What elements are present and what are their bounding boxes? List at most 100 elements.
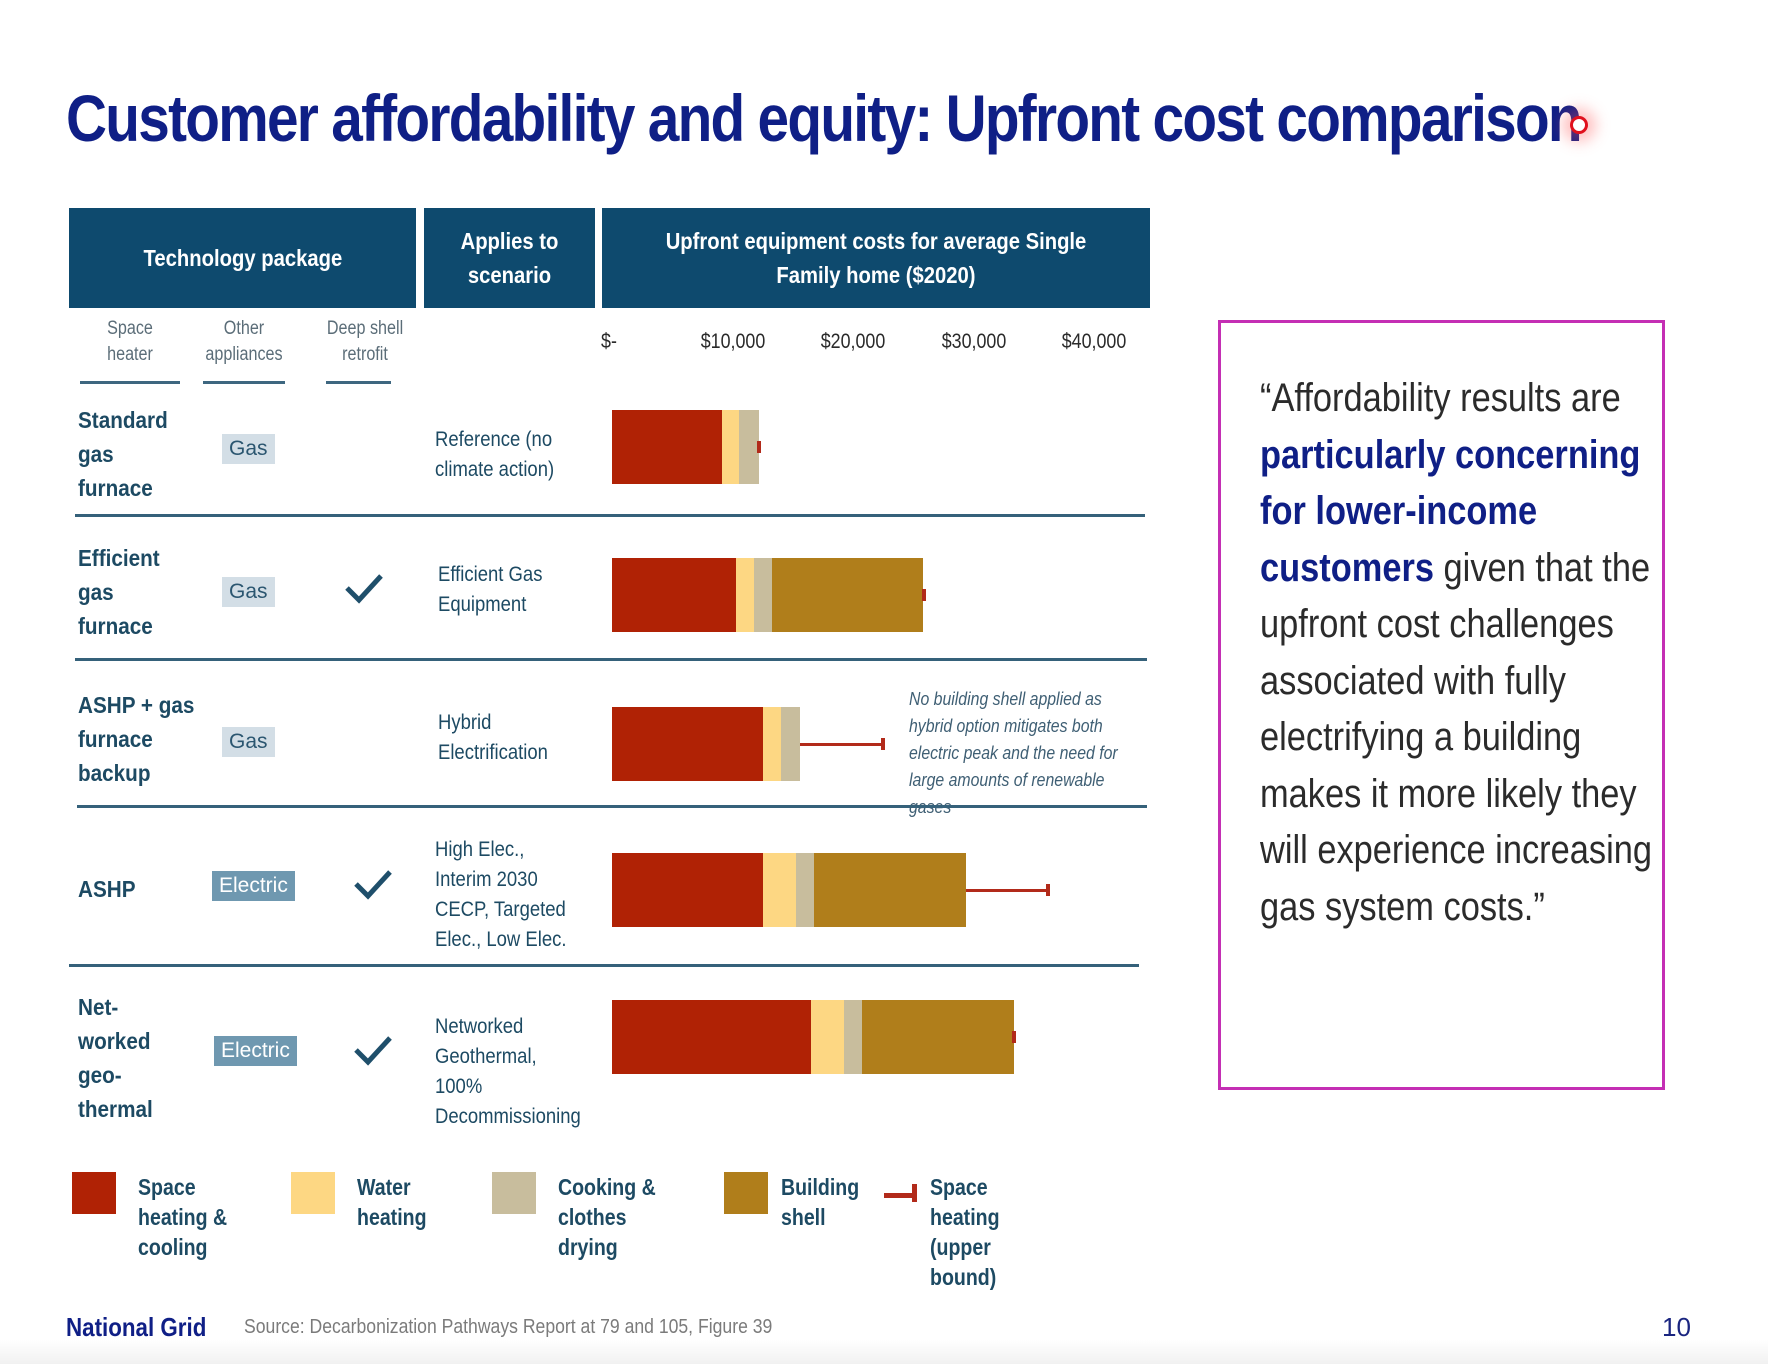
recording-indicator-icon: [1570, 116, 1588, 134]
quote-box: [1218, 320, 1665, 1090]
row-label: Net-worked geo-thermal: [78, 990, 168, 1126]
segment-building-shell: [814, 853, 966, 927]
legend-label: Space heating (upper bound): [930, 1172, 1080, 1292]
upper-bound-marker: [1046, 884, 1050, 896]
quote-text: “Affordability results are particularly …: [1260, 370, 1652, 935]
subheader-space-heater-label: Space heater: [107, 318, 153, 365]
cost-bar: [612, 707, 800, 781]
header-technology-package: Technology package: [69, 208, 416, 308]
hybrid-annotation: No building shell applied as hybrid opti…: [909, 686, 1159, 821]
row-divider: [77, 805, 1147, 808]
scenario-text: Efficient Gas Equipment: [438, 563, 543, 616]
subheader-other-appliances: Other appliances: [198, 316, 290, 368]
legend-label: Water heating: [357, 1172, 457, 1232]
row-label: ASHP + gas furnace backup: [78, 688, 208, 790]
segment-space-heating: [612, 1000, 811, 1074]
cost-bar: [612, 558, 923, 632]
scenario-label: Reference (no climate action): [435, 425, 585, 485]
segment-cooking: [754, 558, 772, 632]
axis-tick: $20,000: [820, 330, 886, 353]
scenario-label: Hybrid Electrification: [438, 708, 578, 768]
axis-tick: $40,000: [1061, 330, 1127, 353]
scenario-label: High Elec., Interim 2030 CECP, Targeted …: [435, 835, 585, 955]
legend-label-text: Building shell: [781, 1174, 860, 1230]
segment-space-heating: [612, 558, 736, 632]
row-label-text: Efficient gas furnace: [78, 545, 160, 639]
source-citation: Source: Decarbonization Pathways Report …: [244, 1316, 844, 1339]
segment-building-shell: [772, 558, 923, 632]
upper-bound-marker: [881, 738, 885, 750]
hybrid-annotation-text: No building shell applied as hybrid opti…: [909, 689, 1118, 817]
subheader-underline: [203, 381, 285, 384]
fuel-badge: Gas: [222, 434, 275, 464]
legend-swatch-building-shell: [724, 1172, 768, 1214]
quote-highlight: particularly concerning for lower-income…: [1260, 432, 1641, 590]
segment-space-heating: [612, 410, 722, 484]
upper-bound-marker: [922, 589, 926, 601]
scenario-text: Hybrid Electrification: [438, 711, 548, 764]
fuel-badge: Electric: [214, 1036, 297, 1066]
legend-label: Space heating & cooling: [138, 1172, 278, 1262]
source-text: Source: Decarbonization Pathways Report …: [244, 1316, 773, 1338]
legend-label: Building shell: [781, 1172, 871, 1232]
header-applies-label: Applies to scenario: [460, 228, 559, 288]
row-label: Standard gas furnace: [78, 403, 178, 505]
legend-upper-bound-cap: [912, 1184, 917, 1202]
legend-label: Cooking & clothes drying: [558, 1172, 708, 1262]
scenario-text: Networked Geothermal, 100% Decommissioni…: [435, 1015, 581, 1128]
fuel-badge: Gas: [222, 577, 275, 607]
subheader-underline: [326, 381, 391, 384]
scenario-text: Reference (no climate action): [435, 428, 555, 481]
scenario-text: High Elec., Interim 2030 CECP, Targeted …: [435, 838, 567, 951]
segment-water-heating: [722, 410, 739, 484]
row-label-text: ASHP + gas furnace backup: [78, 692, 195, 786]
slide-title: Customer affordability and equity: Upfro…: [66, 81, 1583, 155]
row-label-text: Net-worked geo-thermal: [78, 994, 153, 1122]
axis-tick: $-: [601, 330, 617, 353]
segment-water-heating: [763, 707, 781, 781]
segment-water-heating: [811, 1000, 844, 1074]
segment-space-heating: [612, 707, 763, 781]
header-upfront-label: Upfront equipment costs for average Sing…: [665, 228, 1087, 288]
legend-swatch-water-heating: [291, 1172, 335, 1214]
row-divider: [75, 514, 1145, 517]
cost-bar: [612, 1000, 1014, 1074]
segment-water-heating: [736, 558, 754, 632]
segment-water-heating: [763, 853, 796, 927]
upper-bound-whisker: [800, 743, 882, 746]
row-divider: [75, 658, 1147, 661]
subheader-space-heater: Space heater: [90, 316, 170, 368]
brand-logo-text: National Grid: [66, 1312, 229, 1343]
legend-swatch-space-heating: [72, 1172, 116, 1214]
bottom-edge: [0, 1340, 1768, 1364]
fuel-badge: Gas: [222, 727, 275, 757]
checkmark-icon: [345, 574, 383, 604]
subheader-deep-shell-label: Deep shell retrofit: [326, 318, 404, 365]
header-technology-package-label: Technology package: [143, 245, 342, 271]
row-divider: [69, 964, 1139, 967]
segment-cooking: [739, 410, 759, 484]
axis-tick: $30,000: [941, 330, 1007, 353]
row-label: ASHP: [78, 872, 178, 906]
cost-bar: [612, 853, 966, 927]
legend-label-text: Space heating & cooling: [138, 1174, 228, 1260]
row-label-text: ASHP: [78, 876, 136, 902]
cost-bar: [612, 410, 759, 484]
page-number: 10: [1662, 1312, 1691, 1342]
header-upfront-costs: Upfront equipment costs for average Sing…: [602, 208, 1150, 308]
subheader-deep-shell: Deep shell retrofit: [320, 316, 410, 368]
legend-label-text: Cooking & clothes drying: [558, 1174, 656, 1260]
fuel-badge: Electric: [212, 871, 295, 901]
subheader-other-appliances-label: Other appliances: [205, 318, 283, 365]
scenario-label: Efficient Gas Equipment: [438, 560, 588, 620]
segment-cooking: [796, 853, 814, 927]
segment-cooking: [781, 707, 800, 781]
segment-space-heating: [612, 853, 763, 927]
segment-building-shell: [862, 1000, 1014, 1074]
upper-bound-marker: [757, 441, 761, 453]
upper-bound-whisker: [966, 889, 1048, 892]
checkmark-icon: [354, 870, 392, 900]
legend-label-text: Water heating: [357, 1174, 427, 1230]
quote-text-part2: given that the upfront cost challenges a…: [1260, 545, 1652, 929]
checkmark-icon: [354, 1036, 392, 1066]
